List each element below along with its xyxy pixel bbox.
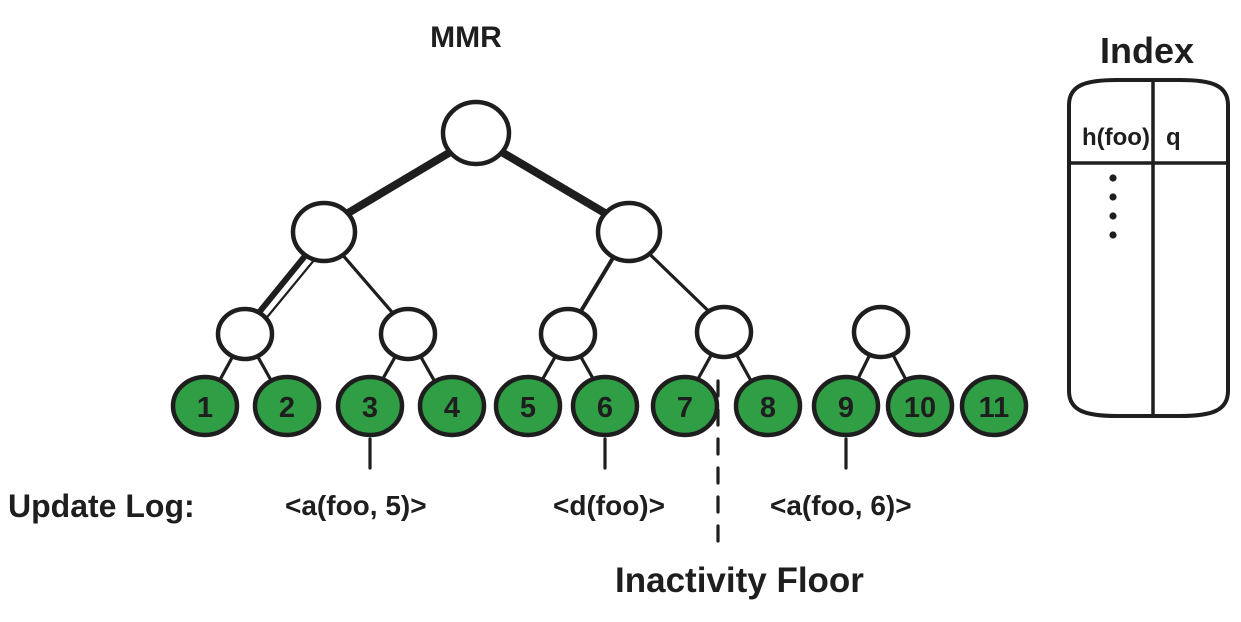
svg-text:2: 2 [279,392,295,424]
svg-text:6: 6 [597,392,613,424]
svg-text:<a(foo, 5)>: <a(foo, 5)> [285,490,427,521]
svg-text:<d(foo)>: <d(foo)> [553,490,665,521]
svg-text:7: 7 [677,392,693,424]
svg-text:MMR: MMR [430,21,502,54]
svg-text:3: 3 [362,392,378,424]
svg-text:9: 9 [838,392,854,424]
svg-text:5: 5 [520,392,536,424]
svg-text:11: 11 [979,392,1010,424]
svg-text:Index: Index [1100,30,1194,71]
svg-text:<a(foo, 6)>: <a(foo, 6)> [770,490,912,521]
svg-text:Update Log:: Update Log: [8,488,195,524]
svg-text:h(foo): h(foo) [1082,124,1150,151]
svg-text:10: 10 [904,392,936,424]
svg-text:q: q [1166,124,1181,151]
svg-text:Inactivity Floor: Inactivity Floor [615,561,864,600]
svg-text:8: 8 [760,392,776,424]
svg-text:1: 1 [197,392,213,424]
svg-text:4: 4 [444,392,460,424]
